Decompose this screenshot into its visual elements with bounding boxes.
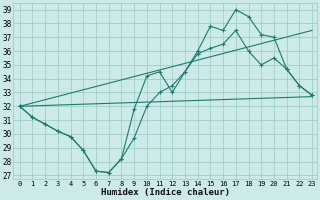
X-axis label: Humidex (Indice chaleur): Humidex (Indice chaleur) [101, 188, 230, 197]
